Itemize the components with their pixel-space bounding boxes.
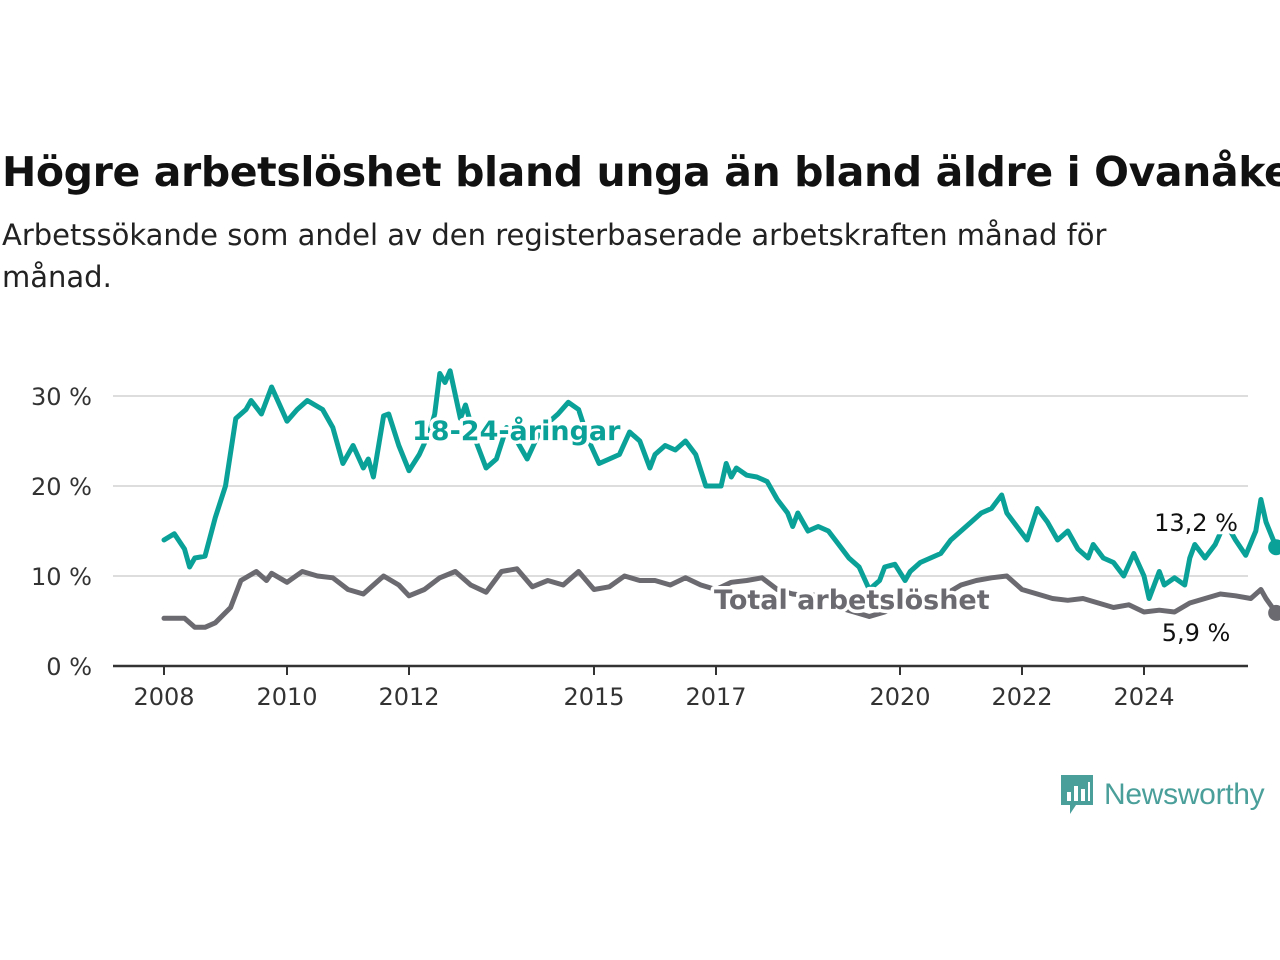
x-axis: 2008 2010 2012 2015 2017 2020 2022 2024 bbox=[113, 666, 1248, 711]
brand-logo: Newsworthy bbox=[1058, 772, 1264, 818]
end-value-youth-dot bbox=[1268, 539, 1280, 555]
line-chart: 0 % 10 % 20 % 30 % 2008 2010 2012 2015 2017 2020… bbox=[0, 340, 1280, 720]
y-axis-tick-labels: 0 % 10 % 20 % 30 % bbox=[31, 383, 92, 681]
y-tick-label: 10 % bbox=[31, 563, 92, 591]
x-tick-label: 2024 bbox=[1113, 683, 1174, 711]
chart-subtitle: Arbetssökande som andel av den registerb… bbox=[2, 214, 1202, 298]
x-tick-label: 2020 bbox=[869, 683, 930, 711]
x-tick-label: 2017 bbox=[685, 683, 746, 711]
x-tick-label: 2022 bbox=[991, 683, 1052, 711]
x-tick-label: 2010 bbox=[256, 683, 317, 711]
x-tick-label: 2015 bbox=[563, 683, 624, 711]
y-tick-label: 0 % bbox=[46, 653, 92, 681]
series-label-youth: 18-24-åringar bbox=[412, 415, 621, 447]
brand-name: Newsworthy bbox=[1104, 778, 1264, 812]
x-tick-label: 2012 bbox=[378, 683, 439, 711]
y-tick-label: 20 % bbox=[31, 473, 92, 501]
x-tick-label: 2008 bbox=[133, 683, 194, 711]
end-value-total: 5,9 % bbox=[1162, 619, 1231, 647]
y-tick-label: 30 % bbox=[31, 383, 92, 411]
series-line-0 bbox=[164, 371, 1276, 599]
series-label-total: Total arbetslöshet bbox=[714, 585, 990, 616]
newsworthy-logo-icon bbox=[1058, 772, 1096, 818]
end-value-youth: 13,2 % bbox=[1154, 509, 1238, 537]
chart-title: Högre arbetslöshet bland unga än bland ä… bbox=[2, 148, 1280, 196]
